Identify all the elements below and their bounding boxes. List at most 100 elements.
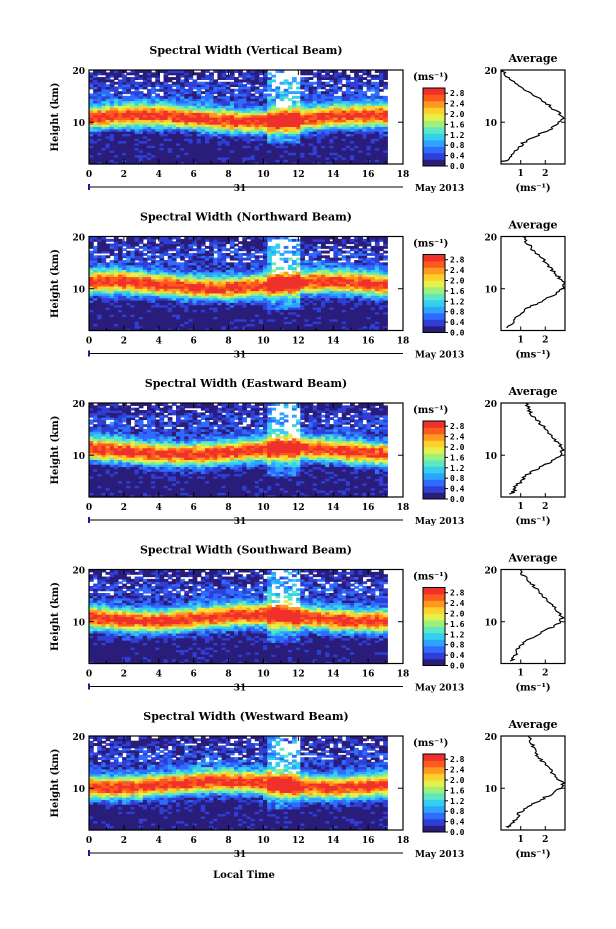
heatmap-cell	[155, 131, 161, 135]
heatmap-cell	[292, 290, 297, 294]
heatmap-cell	[113, 126, 119, 130]
heatmap-cell	[130, 288, 136, 292]
heatmap-cell	[134, 135, 140, 139]
heatmap-cell	[101, 257, 107, 261]
heatmap-cell	[296, 288, 301, 292]
heatmap-cell	[130, 145, 136, 149]
x-tick-label: 10	[257, 170, 270, 180]
heatmap-cell	[221, 285, 227, 289]
heatmap-cell	[258, 297, 264, 301]
heatmap-cell	[362, 117, 368, 120]
heatmap-cell	[275, 295, 281, 299]
heatmap-cell	[246, 290, 252, 294]
heatmap-cell	[200, 257, 206, 261]
heatmap-cell	[258, 102, 264, 106]
heatmap-cell	[142, 311, 148, 315]
heatmap-cell	[97, 135, 103, 139]
heatmap-cell	[122, 295, 127, 299]
heatmap-cell	[93, 102, 98, 106]
heatmap-cell	[196, 135, 202, 139]
heatmap-cell	[159, 135, 165, 139]
heatmap-cell	[316, 241, 322, 245]
heatmap-cell	[167, 318, 173, 322]
heatmap-cell	[159, 245, 165, 249]
heatmap-cell	[184, 124, 190, 127]
heatmap-cell	[234, 250, 239, 254]
heatmap-cell	[192, 133, 198, 137]
heatmap-cell	[109, 311, 115, 315]
heatmap-cell	[238, 304, 243, 308]
heatmap-cell	[308, 135, 314, 139]
heatmap-cell	[192, 109, 198, 113]
heatmap-cell	[113, 283, 119, 287]
heatmap-cell	[155, 133, 161, 137]
heatmap-cell	[209, 121, 214, 125]
heatmap-cell	[292, 154, 297, 158]
heatmap-cell	[89, 271, 94, 275]
heatmap-cell	[374, 149, 380, 153]
heatmap-cell	[221, 281, 227, 285]
heatmap-cell	[354, 91, 359, 95]
heatmap-cell	[358, 128, 364, 132]
heatmap-cell	[142, 243, 148, 247]
heatmap-cell	[97, 278, 103, 282]
heatmap-cell	[333, 147, 339, 151]
heatmap-cell	[304, 318, 310, 322]
heatmap-cell	[275, 321, 281, 325]
heatmap-cell	[167, 269, 173, 273]
heatmap-cell	[105, 250, 111, 254]
heatmap-cell	[325, 102, 330, 106]
heatmap-cell	[105, 290, 111, 294]
heatmap-cell	[163, 278, 169, 282]
heatmap-cell	[109, 161, 115, 165]
heatmap-cell	[250, 323, 256, 327]
heatmap-cell	[89, 128, 94, 132]
heatmap-cell	[254, 288, 260, 292]
heatmap-cell	[180, 292, 185, 296]
heatmap-cell	[118, 102, 123, 106]
heatmap-cell	[217, 93, 223, 97]
heatmap-cell	[312, 264, 318, 268]
heatmap-cell	[267, 102, 272, 106]
heatmap-cell	[238, 93, 243, 97]
heatmap-cell	[275, 299, 281, 303]
heatmap-cell	[213, 245, 219, 249]
heatmap-cell	[163, 325, 169, 329]
heatmap-cell	[383, 145, 388, 149]
heatmap-cell	[101, 325, 107, 329]
heatmap-cell	[229, 126, 235, 130]
heatmap-cell	[275, 309, 281, 313]
heatmap-cell	[196, 156, 202, 160]
heatmap-cell	[89, 74, 94, 78]
heatmap-cell	[221, 302, 227, 306]
heatmap-cell	[329, 138, 335, 142]
heatmap-cell	[242, 131, 248, 135]
heatmap-cell	[296, 257, 301, 261]
average-x-tick-label: 1	[518, 169, 524, 179]
heatmap-cell	[225, 91, 231, 95]
heatmap-cell	[217, 152, 223, 156]
heatmap-cell	[229, 302, 235, 306]
heatmap-cell	[254, 98, 260, 102]
heatmap-cell	[316, 238, 322, 242]
heatmap-cell	[362, 81, 368, 85]
heatmap-cell	[321, 316, 326, 320]
heatmap-cell	[97, 314, 103, 317]
heatmap-cell	[126, 260, 132, 263]
heatmap-cell	[109, 316, 115, 320]
heatmap-cell	[122, 109, 127, 113]
heatmap-cell	[89, 292, 94, 296]
colorbar-swatch	[423, 101, 445, 108]
heatmap-cell	[167, 145, 173, 149]
heatmap-cell	[171, 307, 177, 310]
heatmap-cell	[93, 318, 98, 322]
heatmap-cell	[246, 325, 252, 329]
heatmap-cell	[345, 145, 351, 149]
heatmap-cell	[130, 311, 136, 315]
heatmap-cell	[292, 149, 297, 153]
heatmap-cell	[188, 241, 194, 245]
heatmap-cell	[180, 302, 185, 306]
heatmap-cell	[337, 74, 343, 78]
heatmap-cell	[366, 70, 372, 73]
heatmap-cell	[304, 252, 310, 256]
